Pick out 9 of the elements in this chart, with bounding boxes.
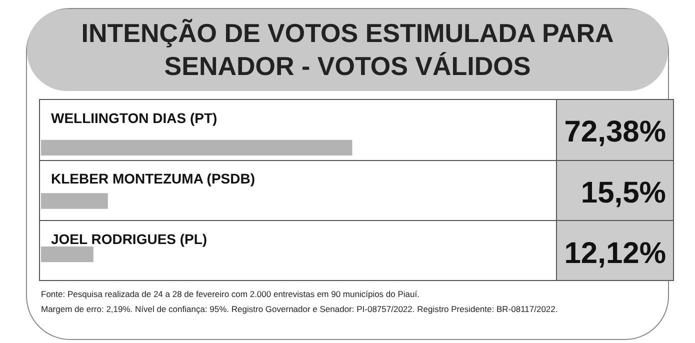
data-label: 15,5% (580, 176, 666, 210)
y-tick-label: WELLIINGTON DIAS (PT) (51, 110, 218, 126)
chart-title: INTENÇÃO DE VOTOS ESTIMULADA PARA SENADOR - VOTOS VÁLIDOS (27, 9, 668, 91)
data-label: 12,12% (564, 236, 666, 270)
y-tick-label: KLEBER MONTEZUMA (PSDB) (51, 170, 256, 187)
y-tick-label: JOEL RODRIGUES (PL) (51, 231, 208, 248)
annotation: Fonte: Pesquisa realizada de 24 a 28 de fevereiro com 2.000 entrevistas em 90 municípios do Piauí. (41, 288, 420, 301)
text: Margem de erro: 2,19%. Nível de confiança: 95%. Registro Governador e Senador: PI-08757/2022. Registro Presidente: BR-08117/2022. (41, 303, 559, 316)
data-label: 72,38% (564, 116, 666, 149)
